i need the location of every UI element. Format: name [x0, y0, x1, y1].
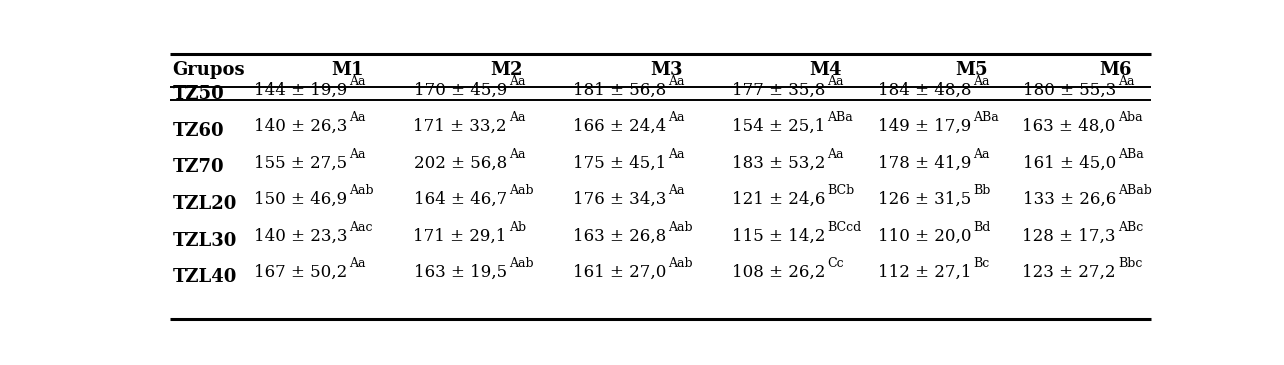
Text: M3: M3 [650, 61, 682, 80]
Text: Cc: Cc [827, 257, 844, 270]
Text: 202 ± 56,8: 202 ± 56,8 [413, 154, 507, 172]
Text: TZ50: TZ50 [172, 85, 225, 103]
Text: 123 ± 27,2: 123 ± 27,2 [1022, 264, 1116, 281]
Text: 176 ± 34,3: 176 ± 34,3 [573, 191, 666, 208]
Text: Bbc: Bbc [1118, 257, 1143, 270]
Text: 167 ± 50,2: 167 ± 50,2 [254, 264, 348, 281]
Text: Aa: Aa [827, 74, 844, 88]
Text: 181 ± 56,8: 181 ± 56,8 [573, 81, 666, 99]
Text: Grupos: Grupos [172, 61, 245, 80]
Text: TZL20: TZL20 [172, 195, 236, 213]
Text: Aba: Aba [1118, 111, 1143, 124]
Text: Aa: Aa [973, 74, 990, 88]
Text: Aab: Aab [508, 257, 533, 270]
Text: Aa: Aa [349, 111, 366, 124]
Text: Aa: Aa [1118, 74, 1134, 88]
Text: 184 ± 48,8: 184 ± 48,8 [878, 81, 972, 99]
Text: Bd: Bd [973, 221, 991, 234]
Text: Aa: Aa [508, 111, 525, 124]
Text: ABab: ABab [1118, 184, 1152, 197]
Text: ABa: ABa [1118, 147, 1144, 161]
Text: 126 ± 31,5: 126 ± 31,5 [878, 191, 972, 208]
Text: ABc: ABc [1118, 221, 1143, 234]
Text: 178 ± 41,9: 178 ± 41,9 [878, 154, 972, 172]
Text: Bc: Bc [973, 257, 990, 270]
Text: 140 ± 23,3: 140 ± 23,3 [254, 227, 348, 245]
Text: 150 ± 46,9: 150 ± 46,9 [254, 191, 348, 208]
Text: Aab: Aab [668, 221, 692, 234]
Text: Ab: Ab [508, 221, 526, 234]
Text: Aa: Aa [668, 111, 684, 124]
Text: 112 ± 27,1: 112 ± 27,1 [878, 264, 972, 281]
Text: 177 ± 35,8: 177 ± 35,8 [732, 81, 826, 99]
Text: 163 ± 19,5: 163 ± 19,5 [413, 264, 507, 281]
Text: Aa: Aa [827, 147, 844, 161]
Text: Aa: Aa [349, 147, 366, 161]
Text: 140 ± 26,3: 140 ± 26,3 [254, 118, 348, 135]
Text: 171 ± 33,2: 171 ± 33,2 [413, 118, 507, 135]
Text: Aab: Aab [508, 184, 533, 197]
Text: TZ70: TZ70 [172, 158, 225, 176]
Text: BCcd: BCcd [827, 221, 862, 234]
Text: 180 ± 55,3: 180 ± 55,3 [1022, 81, 1116, 99]
Text: 115 ± 14,2: 115 ± 14,2 [732, 227, 826, 245]
Text: M5: M5 [955, 61, 987, 80]
Text: Aa: Aa [973, 147, 990, 161]
Text: 154 ± 25,1: 154 ± 25,1 [732, 118, 826, 135]
Text: M2: M2 [490, 61, 523, 80]
Text: Aa: Aa [508, 147, 525, 161]
Text: 155 ± 27,5: 155 ± 27,5 [254, 154, 348, 172]
Text: Aa: Aa [668, 184, 684, 197]
Text: 163 ± 48,0: 163 ± 48,0 [1022, 118, 1116, 135]
Text: 108 ± 26,2: 108 ± 26,2 [732, 264, 826, 281]
Text: Aac: Aac [349, 221, 374, 234]
Text: ABa: ABa [827, 111, 853, 124]
Text: Aab: Aab [349, 184, 374, 197]
Text: TZ60: TZ60 [172, 122, 225, 140]
Text: 149 ± 17,9: 149 ± 17,9 [878, 118, 972, 135]
Text: BCb: BCb [827, 184, 854, 197]
Text: Aa: Aa [668, 147, 684, 161]
Text: Aa: Aa [349, 74, 366, 88]
Text: Aa: Aa [508, 74, 525, 88]
Text: M4: M4 [809, 61, 841, 80]
Text: 121 ± 24,6: 121 ± 24,6 [732, 191, 826, 208]
Text: TZL30: TZL30 [172, 231, 236, 250]
Text: 161 ± 45,0: 161 ± 45,0 [1022, 154, 1116, 172]
Text: 170 ± 45,9: 170 ± 45,9 [413, 81, 507, 99]
Text: 164 ± 46,7: 164 ± 46,7 [413, 191, 507, 208]
Text: 133 ± 26,6: 133 ± 26,6 [1022, 191, 1116, 208]
Text: 110 ± 20,0: 110 ± 20,0 [878, 227, 972, 245]
Text: 175 ± 45,1: 175 ± 45,1 [573, 154, 666, 172]
Text: Bb: Bb [973, 184, 991, 197]
Text: 161 ± 27,0: 161 ± 27,0 [573, 264, 666, 281]
Text: Aab: Aab [668, 257, 692, 270]
Text: ABa: ABa [973, 111, 999, 124]
Text: 166 ± 24,4: 166 ± 24,4 [573, 118, 666, 135]
Text: M1: M1 [331, 61, 363, 80]
Text: M6: M6 [1099, 61, 1132, 80]
Text: 128 ± 17,3: 128 ± 17,3 [1022, 227, 1116, 245]
Text: Aa: Aa [349, 257, 366, 270]
Text: TZL40: TZL40 [172, 268, 236, 286]
Text: 171 ± 29,1: 171 ± 29,1 [413, 227, 507, 245]
Text: Aa: Aa [668, 74, 684, 88]
Text: 183 ± 53,2: 183 ± 53,2 [732, 154, 826, 172]
Text: 144 ± 19,9: 144 ± 19,9 [254, 81, 348, 99]
Text: 163 ± 26,8: 163 ± 26,8 [573, 227, 666, 245]
